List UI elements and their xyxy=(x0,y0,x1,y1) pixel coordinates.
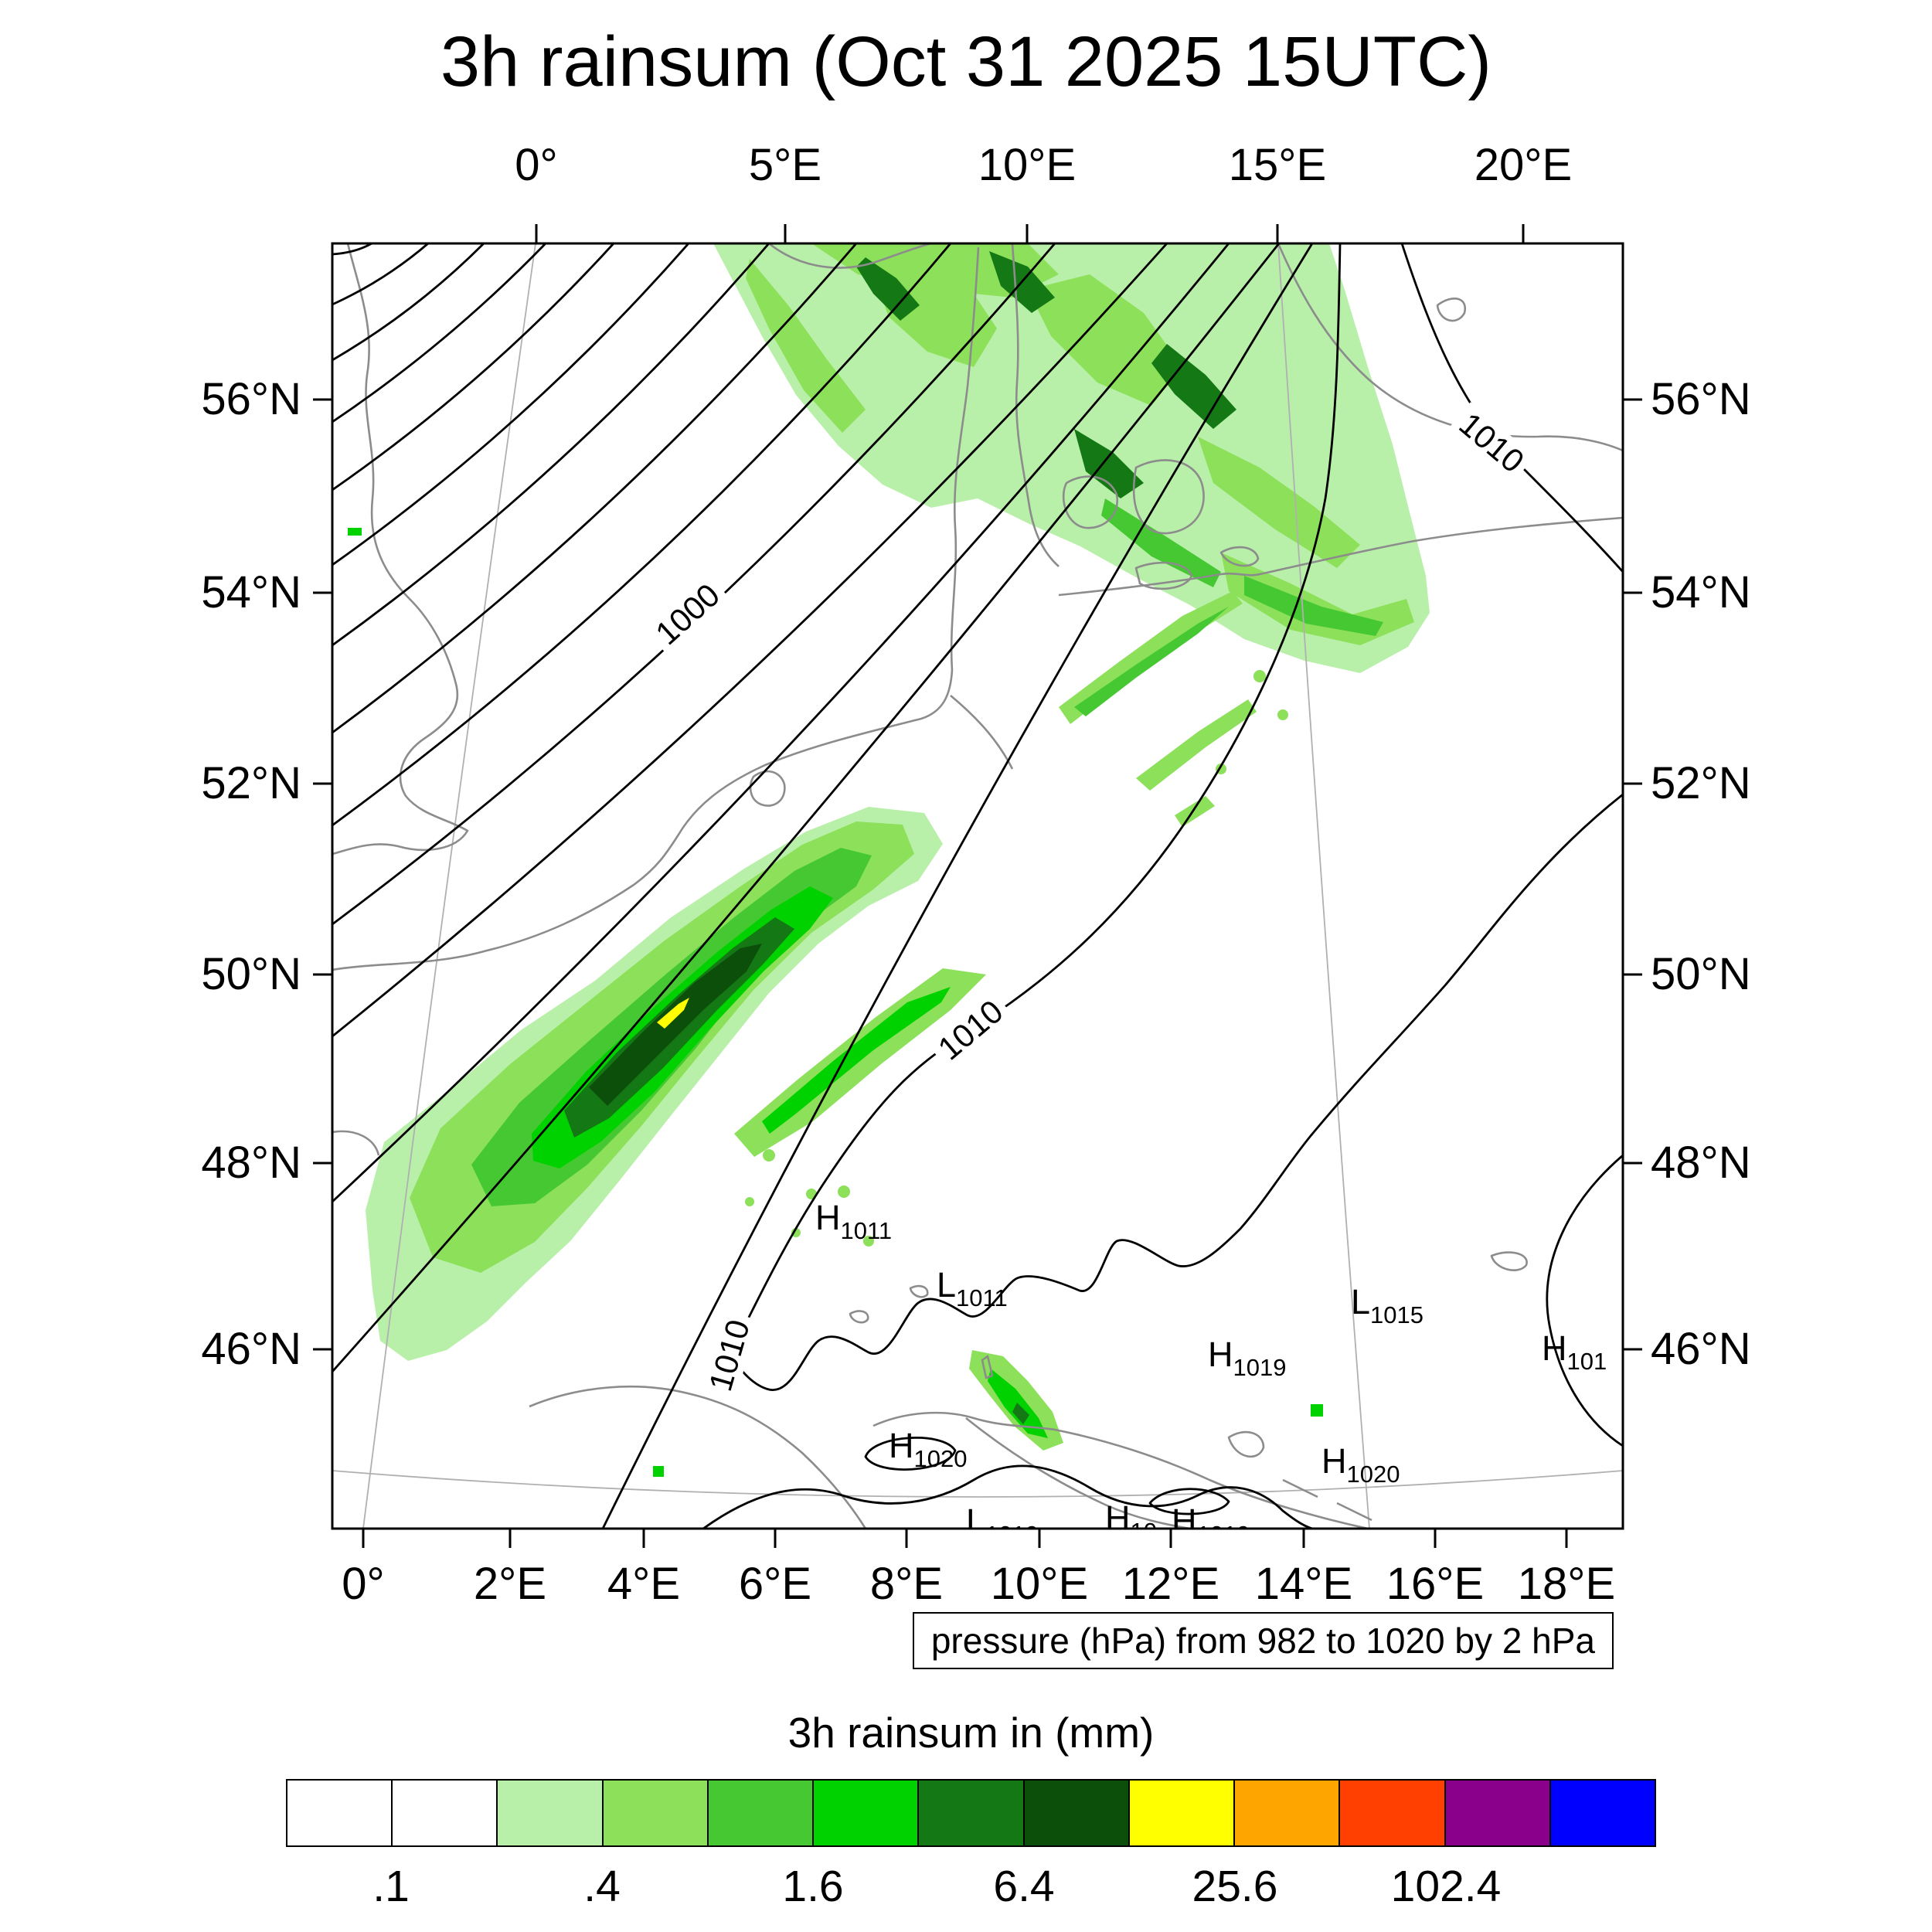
legend-tick-label: 6.4 xyxy=(993,1862,1055,1911)
pressure-center-label: H1011 xyxy=(815,1198,893,1244)
pressure-center-label: H1020 xyxy=(889,1426,968,1472)
colorbar-cell xyxy=(917,1779,1025,1847)
right-axis-label: 50°N xyxy=(1651,949,1751,999)
pressure-center-label: H10 xyxy=(1105,1498,1157,1529)
bottom-axis-label: 16°E xyxy=(1386,1559,1485,1609)
bottom-axis-label: 8°E xyxy=(869,1559,944,1609)
rain-area xyxy=(745,1197,754,1206)
bottom-axis-label: 4°E xyxy=(607,1559,681,1609)
pressure-center-label: H1020 xyxy=(1321,1441,1400,1488)
pressure-center-label: H101 xyxy=(1542,1328,1607,1375)
rain-area xyxy=(1074,429,1144,498)
legend-tick-label: 25.6 xyxy=(1192,1862,1278,1911)
map-label-overlay: 1000 1010 1010 1010 H1011 L1011 L1015 H1… xyxy=(332,243,1623,1529)
colorbar-cell xyxy=(1444,1779,1551,1847)
left-axis-label: 48°N xyxy=(201,1138,301,1188)
isobar-layer xyxy=(332,243,1623,1529)
colorbar-cell xyxy=(1338,1779,1446,1847)
right-axis-label: 56°N xyxy=(1651,374,1751,424)
rain-area xyxy=(1028,274,1182,406)
colorbar-cell xyxy=(496,1779,604,1847)
colorbar-cell xyxy=(812,1779,920,1847)
pressure-center-label: L1011 xyxy=(937,1265,1008,1311)
colorbar-cell xyxy=(286,1779,393,1847)
rain-area xyxy=(1151,344,1236,429)
coastline-layer xyxy=(332,243,1623,1529)
colorbar-cell xyxy=(1022,1779,1130,1847)
top-axis-label: 20°E xyxy=(1474,140,1573,190)
colorbar-cell xyxy=(706,1779,815,1847)
bottom-axis-label: 6°E xyxy=(738,1559,812,1609)
left-axis-label: 52°N xyxy=(201,758,301,808)
bottom-axis-label: 0° xyxy=(342,1559,385,1609)
left-axis-label: 54°N xyxy=(201,567,301,617)
rain-area xyxy=(653,1466,664,1477)
rain-area xyxy=(1311,1404,1323,1417)
isobar-label: 1010 xyxy=(700,1310,759,1401)
rain-area xyxy=(657,998,689,1029)
bottom-axis-label: 10°E xyxy=(990,1559,1089,1609)
pressure-caption: pressure (hPa) from 982 to 1020 by 2 hPa xyxy=(912,1612,1614,1669)
colorbar-cell xyxy=(601,1779,709,1847)
graticule-layer xyxy=(332,243,1623,1529)
isobar-label: 1000 xyxy=(644,573,732,656)
pressure-center-label: H1019 xyxy=(1172,1502,1250,1529)
right-axis-label: 46°N xyxy=(1651,1324,1751,1374)
page-title: 3h rainsum (Oct 31 2025 15UTC) xyxy=(440,22,1492,101)
bottom-axis-label: 18°E xyxy=(1517,1559,1616,1609)
top-axis-label: 15°E xyxy=(1228,140,1327,190)
legend-tick-label: 1.6 xyxy=(782,1862,844,1911)
right-axis-label: 48°N xyxy=(1651,1138,1751,1188)
pressure-center-label: H1019 xyxy=(1208,1335,1287,1381)
legend-tick-label: .1 xyxy=(372,1862,410,1911)
rain-area xyxy=(746,259,866,433)
rain-area xyxy=(838,1185,850,1198)
rain-area xyxy=(589,944,762,1106)
rain-area xyxy=(856,257,920,321)
rain-area xyxy=(1101,498,1221,587)
top-axis-label: 5°E xyxy=(748,140,822,190)
bottom-axis-label: 2°E xyxy=(473,1559,547,1609)
colorbar xyxy=(286,1779,1657,1847)
pressure-center-label: L1019 xyxy=(966,1502,1039,1529)
pressure-center-label: L1015 xyxy=(1351,1282,1423,1328)
left-axis-label: 56°N xyxy=(201,374,301,424)
rain-area xyxy=(1074,607,1229,716)
rain-area xyxy=(1253,670,1266,682)
bottom-axis-label: 14°E xyxy=(1254,1559,1353,1609)
rain-area xyxy=(863,1236,874,1247)
colorbar-cell xyxy=(1233,1779,1341,1847)
left-axis-label: 46°N xyxy=(201,1324,301,1374)
rain-area xyxy=(1136,699,1257,791)
colorbar-cell xyxy=(391,1779,498,1847)
rain-area xyxy=(1175,796,1215,827)
colorbar-cell xyxy=(1549,1779,1657,1847)
top-axis-label: 0° xyxy=(515,140,558,190)
map-frame xyxy=(313,224,1642,1548)
rain-area xyxy=(1198,437,1360,568)
right-axis-label: 54°N xyxy=(1651,567,1751,617)
legend-tick-label: .4 xyxy=(583,1862,621,1911)
rain-area xyxy=(1277,709,1288,720)
right-axis-label: 52°N xyxy=(1651,758,1751,808)
rain-area xyxy=(1012,1403,1029,1424)
left-axis-label: 50°N xyxy=(201,949,301,999)
top-axis-label: 10°E xyxy=(978,140,1077,190)
rain-area xyxy=(763,1149,775,1162)
legend-tick-label: 102.4 xyxy=(1390,1862,1502,1911)
colorbar-cell xyxy=(1128,1779,1236,1847)
isobar-label: 1010 xyxy=(1447,402,1536,484)
rain-area xyxy=(348,528,362,536)
rain-area xyxy=(762,987,951,1134)
rain-area xyxy=(1244,576,1383,636)
bottom-axis-label: 12°E xyxy=(1121,1559,1220,1609)
legend-title: 3h rainsum in (mm) xyxy=(787,1709,1155,1757)
isobar-label: 1010 xyxy=(927,989,1015,1071)
